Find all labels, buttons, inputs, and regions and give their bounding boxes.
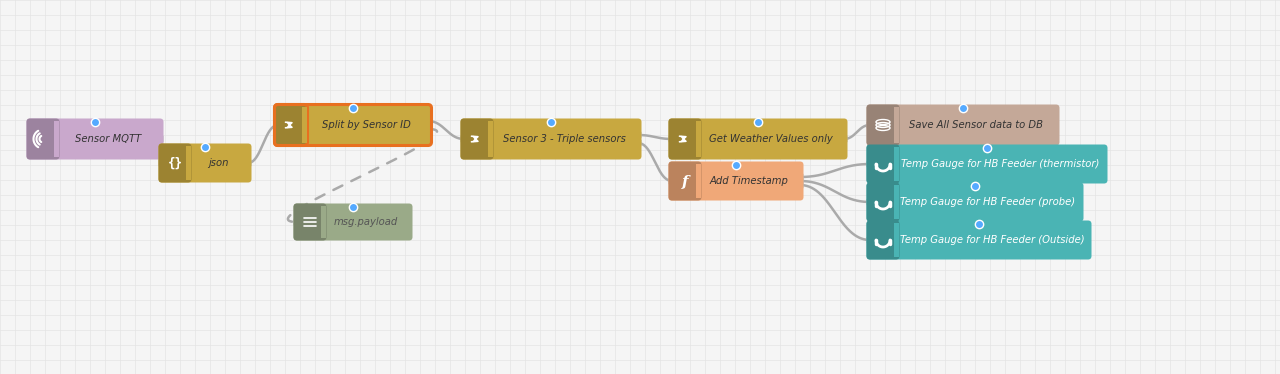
- FancyBboxPatch shape: [274, 104, 307, 145]
- FancyBboxPatch shape: [159, 160, 165, 166]
- FancyBboxPatch shape: [635, 132, 641, 138]
- FancyBboxPatch shape: [797, 178, 803, 184]
- Polygon shape: [893, 185, 899, 219]
- FancyBboxPatch shape: [867, 161, 873, 167]
- FancyBboxPatch shape: [867, 183, 900, 221]
- FancyBboxPatch shape: [293, 203, 412, 240]
- FancyBboxPatch shape: [159, 144, 192, 183]
- Text: Sensor MQTT: Sensor MQTT: [74, 134, 141, 144]
- Polygon shape: [488, 121, 493, 157]
- Polygon shape: [696, 164, 701, 198]
- FancyBboxPatch shape: [668, 119, 701, 159]
- FancyBboxPatch shape: [159, 144, 251, 183]
- Polygon shape: [893, 223, 899, 257]
- Text: {}: {}: [168, 157, 183, 170]
- FancyBboxPatch shape: [27, 119, 164, 159]
- FancyBboxPatch shape: [294, 219, 300, 225]
- FancyBboxPatch shape: [244, 160, 251, 166]
- Text: Temp Gauge for HB Feeder (probe): Temp Gauge for HB Feeder (probe): [900, 197, 1075, 207]
- FancyBboxPatch shape: [668, 119, 847, 159]
- Polygon shape: [302, 107, 307, 143]
- FancyBboxPatch shape: [461, 119, 641, 159]
- Polygon shape: [893, 147, 899, 181]
- Text: Save All Sensor data to DB: Save All Sensor data to DB: [909, 120, 1043, 130]
- FancyBboxPatch shape: [797, 182, 803, 188]
- FancyBboxPatch shape: [867, 199, 873, 205]
- FancyBboxPatch shape: [461, 119, 494, 159]
- FancyBboxPatch shape: [841, 136, 847, 142]
- Text: Add Timestamp: Add Timestamp: [709, 176, 788, 186]
- FancyBboxPatch shape: [867, 183, 1083, 221]
- FancyBboxPatch shape: [27, 119, 59, 159]
- FancyBboxPatch shape: [668, 162, 701, 200]
- FancyBboxPatch shape: [797, 174, 803, 180]
- FancyBboxPatch shape: [275, 122, 282, 128]
- FancyBboxPatch shape: [867, 104, 900, 145]
- FancyBboxPatch shape: [669, 136, 675, 142]
- Polygon shape: [54, 121, 59, 157]
- Polygon shape: [321, 206, 326, 238]
- FancyBboxPatch shape: [425, 118, 431, 124]
- Text: Get Weather Values only: Get Weather Values only: [709, 134, 833, 144]
- Text: Sensor 3 - Triple sensors: Sensor 3 - Triple sensors: [503, 134, 626, 144]
- Polygon shape: [186, 146, 191, 180]
- FancyBboxPatch shape: [867, 237, 873, 243]
- Text: Split by Sensor ID: Split by Sensor ID: [321, 120, 411, 130]
- FancyBboxPatch shape: [668, 162, 804, 200]
- FancyBboxPatch shape: [867, 144, 900, 184]
- Polygon shape: [893, 107, 899, 143]
- FancyBboxPatch shape: [669, 178, 675, 184]
- Text: Temp Gauge for HB Feeder (thermistor): Temp Gauge for HB Feeder (thermistor): [901, 159, 1100, 169]
- FancyBboxPatch shape: [867, 144, 1107, 184]
- Polygon shape: [696, 121, 701, 157]
- FancyBboxPatch shape: [867, 104, 1060, 145]
- FancyBboxPatch shape: [867, 221, 900, 260]
- FancyBboxPatch shape: [293, 203, 326, 240]
- FancyBboxPatch shape: [274, 104, 431, 145]
- FancyBboxPatch shape: [425, 126, 431, 132]
- Text: f: f: [682, 175, 689, 188]
- Text: msg.payload: msg.payload: [334, 217, 398, 227]
- FancyBboxPatch shape: [867, 221, 1092, 260]
- FancyBboxPatch shape: [461, 136, 467, 142]
- FancyBboxPatch shape: [157, 136, 163, 142]
- Text: Temp Gauge for HB Feeder (Outside): Temp Gauge for HB Feeder (Outside): [900, 235, 1084, 245]
- Text: json: json: [207, 158, 228, 168]
- FancyBboxPatch shape: [635, 140, 641, 146]
- FancyBboxPatch shape: [867, 122, 873, 128]
